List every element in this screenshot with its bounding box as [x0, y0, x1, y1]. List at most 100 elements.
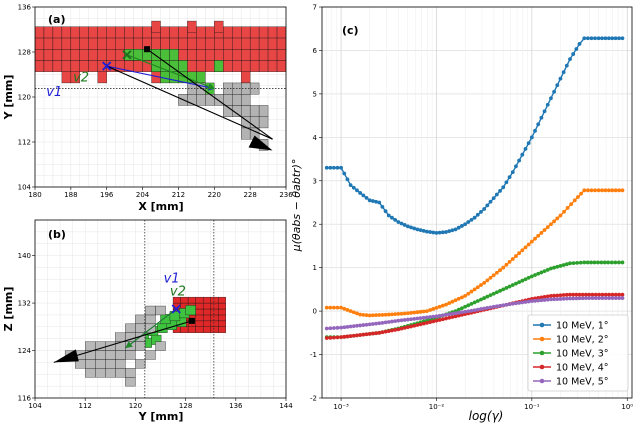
series-point [456, 310, 461, 315]
voxel-red [241, 26, 251, 39]
series-point [617, 292, 622, 297]
annotation-v1: v1 [164, 271, 180, 286]
series-point [558, 297, 563, 301]
voxel-red [61, 37, 72, 50]
series-point [564, 262, 569, 267]
voxel-red [267, 37, 278, 50]
voxel-red [61, 49, 72, 61]
series-point [596, 188, 601, 193]
series-point [517, 251, 522, 256]
voxel-red [267, 26, 278, 39]
series-point [339, 335, 343, 340]
series-point [600, 188, 604, 193]
voxel-red [106, 49, 116, 61]
voxel-red [202, 296, 211, 304]
series-point [552, 219, 557, 224]
series-point [364, 322, 369, 327]
series-point [386, 329, 391, 333]
voxel-green [196, 71, 206, 84]
series-point [620, 188, 625, 193]
voxel-red [276, 26, 286, 39]
series-point [339, 165, 343, 170]
series-point [606, 260, 611, 265]
series-point [597, 296, 601, 300]
panel-a-voxels [35, 20, 286, 151]
series-point [593, 36, 597, 41]
series-point [561, 293, 566, 297]
tick-label: 4 [313, 134, 318, 142]
voxel-red [195, 314, 204, 322]
voxel-green [185, 305, 196, 316]
series-point [418, 309, 423, 314]
series-point [555, 83, 560, 88]
series-point [571, 296, 576, 301]
series-point [587, 292, 591, 297]
series-point [555, 264, 560, 269]
series-point [504, 180, 509, 185]
voxel-red [258, 49, 269, 61]
series-point [383, 320, 388, 325]
legend-marker [539, 364, 545, 370]
voxel-red [202, 314, 211, 322]
series-point [498, 189, 502, 193]
tick-label: 136 [18, 4, 32, 12]
series-point [390, 328, 394, 333]
series-point [399, 311, 404, 316]
series-point [386, 312, 391, 317]
series-point [450, 315, 455, 319]
series-point [485, 278, 490, 283]
series-point [364, 195, 369, 200]
series-point [545, 297, 550, 302]
vector-track [106, 65, 273, 140]
voxel-red [97, 71, 107, 84]
voxel-red [43, 26, 54, 39]
voxel-red [258, 37, 269, 50]
panel-c-ticks: -2 -1 0 1 2 3 4 5 6 7 10⁻³ 10⁻² 10⁻¹ 10⁰ [310, 4, 633, 412]
voxel-red [160, 26, 170, 39]
series-point [577, 296, 582, 301]
tick-label: 10⁻² [429, 403, 445, 411]
tick-label: 132 [18, 300, 31, 308]
series-point [574, 47, 579, 51]
voxel-green [160, 49, 170, 61]
panel-a: v1 v2 180 188 196 204 212 220 228 236 104 112 120 12… [2, 4, 293, 214]
series-point [428, 320, 433, 325]
voxel-red [61, 26, 72, 39]
series-point [545, 102, 550, 107]
series-point [332, 165, 336, 170]
series-point [440, 317, 445, 322]
series-point [507, 259, 512, 264]
series-point [552, 265, 557, 270]
voxel-red [258, 26, 269, 39]
series-point [440, 303, 445, 308]
voxel-red [61, 60, 72, 72]
series-point [600, 292, 605, 297]
series-point [609, 260, 614, 265]
voxel-gray [115, 332, 126, 342]
series-point [444, 230, 448, 234]
voxel-red [97, 37, 107, 50]
voxel-gray [125, 350, 136, 360]
series-point [596, 260, 600, 265]
series-point [374, 313, 378, 318]
voxel-gray [135, 359, 146, 369]
series-point [450, 311, 455, 316]
voxel-green [214, 60, 224, 72]
series-point [472, 308, 477, 313]
series-point [539, 295, 544, 300]
series-point [568, 57, 572, 62]
series-point [456, 296, 461, 301]
series-point [542, 269, 547, 274]
voxel-red [214, 49, 224, 61]
voxel-gray [135, 314, 146, 325]
series-point [437, 318, 442, 322]
voxel-red [223, 60, 233, 72]
series-point [555, 297, 560, 301]
voxel-gray [105, 368, 116, 378]
series-point [361, 312, 366, 317]
voxel-gray [214, 94, 224, 106]
series-point [526, 299, 531, 304]
series-point [501, 265, 506, 270]
voxel-gray [241, 105, 251, 117]
series-point [590, 292, 595, 297]
